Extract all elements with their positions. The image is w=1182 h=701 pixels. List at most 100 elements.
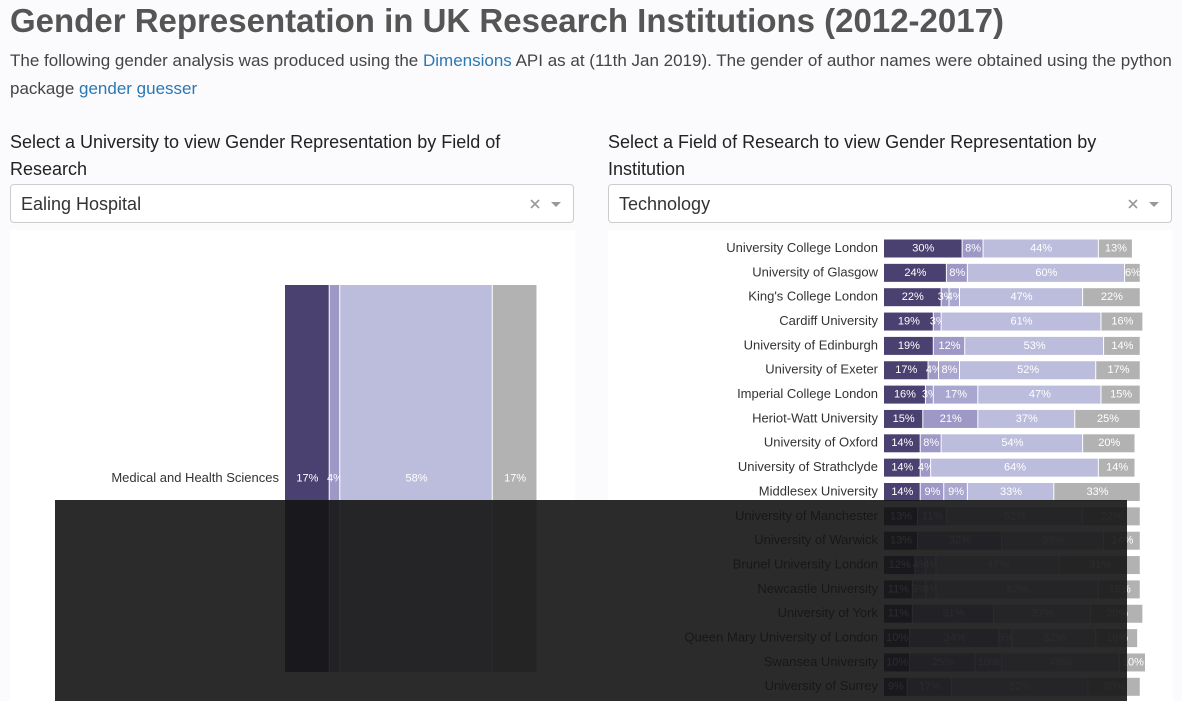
segment-label: 53% (1024, 340, 1046, 352)
segment-label: 4% (947, 291, 963, 303)
segment-label: 24% (904, 267, 926, 279)
bar-segment (965, 336, 1104, 355)
bar-segment (933, 312, 941, 331)
gender-guesser-link[interactable]: gender guesser (79, 79, 198, 98)
category-label: Heriot-Watt University (752, 410, 878, 425)
bar-segment (933, 336, 965, 355)
university-label: Select a University to view Gender Repre… (10, 132, 501, 179)
segment-label: 14% (1106, 462, 1128, 474)
bar-segment (1096, 361, 1140, 380)
segment-label: 14% (891, 486, 913, 498)
bar-segment (944, 483, 967, 501)
segment-label: 8% (923, 437, 939, 449)
bar-segment (967, 483, 1054, 501)
category-label: University of Exeter (765, 362, 878, 377)
segment-label: 16% (1111, 315, 1133, 327)
bar-segment (920, 458, 931, 477)
segment-label: 9% (948, 486, 964, 498)
segment-label: 54% (1001, 437, 1023, 449)
bar-segment (1125, 263, 1140, 282)
page-title: Gender Representation in UK Research Ins… (10, 2, 1004, 39)
bar-segment (978, 409, 1075, 428)
segment-label: 12% (938, 340, 960, 352)
bar-segment (949, 288, 959, 307)
segment-label: 37% (1016, 413, 1038, 425)
segment-label: 17% (1107, 364, 1129, 376)
bar-segment (1101, 312, 1143, 331)
bar-segment (939, 361, 959, 380)
bar-segment (1098, 458, 1135, 477)
bar-segment (884, 263, 946, 282)
category-label: Imperial College London (737, 386, 878, 401)
segment-label: 21% (940, 413, 962, 425)
bar-segment (884, 239, 962, 258)
segment-label: 8% (965, 242, 981, 254)
selected-value: Technology (619, 194, 711, 214)
segment-label: 10% (1122, 656, 1144, 668)
bar-segment (978, 385, 1101, 404)
bar-segment (959, 361, 1096, 380)
segment-label: 13% (1105, 242, 1127, 254)
segment-label: 16% (894, 389, 916, 401)
bar-segment (884, 288, 941, 307)
segment-label: 25% (1097, 413, 1119, 425)
bar-segment (884, 409, 923, 428)
segment-label: 33% (1000, 486, 1022, 498)
bar-segment (923, 409, 978, 428)
segment-label: 52% (1017, 364, 1039, 376)
bar-segment (946, 263, 967, 282)
intro: The following gender analysis was produc… (10, 47, 1175, 103)
select-icons (1128, 199, 1159, 209)
segment-label: 60% (1035, 267, 1057, 279)
segment-label: 9% (925, 486, 941, 498)
segment-label: 8% (942, 364, 958, 376)
segment-label: 8% (949, 267, 965, 279)
bar-segment (1054, 483, 1140, 501)
category-label: University College London (726, 240, 878, 255)
bar-segment (329, 285, 340, 672)
bar-segment (941, 288, 949, 307)
university-select[interactable]: Ealing Hospital (10, 184, 574, 223)
segment-label: 58% (405, 472, 427, 484)
video-overlay (55, 500, 1127, 701)
segment-label: 17% (895, 364, 917, 376)
bar-segment (983, 239, 1098, 258)
segment-label: 17% (296, 472, 318, 484)
bar-segment (931, 458, 1098, 477)
category-label: King's College London (748, 289, 878, 304)
segment-label: 14% (891, 437, 913, 449)
segment-label: 14% (1111, 340, 1133, 352)
category-label: Cardiff University (779, 313, 878, 328)
segment-label: 4% (926, 364, 942, 376)
selected-value: Ealing Hospital (21, 194, 142, 214)
segment-label: 47% (1029, 389, 1051, 401)
bar-segment (962, 239, 983, 258)
bar-segment (920, 434, 941, 453)
category-label: University of Edinburgh (744, 337, 878, 352)
bar-segment (920, 483, 944, 501)
bar-segment (884, 483, 920, 501)
segment-label: 4% (327, 472, 343, 484)
segment-label: 6% (1125, 267, 1141, 279)
bar-segment (928, 361, 939, 380)
category-label: University of Oxford (764, 435, 878, 450)
segment-label: 19% (898, 315, 920, 327)
bar-segment (1083, 288, 1140, 307)
category-label: Medical and Health Sciences (111, 470, 279, 485)
bar-segment (884, 336, 933, 355)
dimensions-link[interactable]: Dimensions (422, 51, 512, 70)
segment-label: 61% (1011, 315, 1033, 327)
segment-label: 30% (912, 242, 934, 254)
bar-segment (1101, 385, 1140, 404)
field-select[interactable]: Technology (608, 184, 1172, 223)
bar-segment (933, 385, 978, 404)
intro-text: The following gender analysis was produc… (10, 51, 423, 70)
segment-label: 47% (1011, 291, 1033, 303)
bar-segment (1104, 336, 1140, 355)
category-label: University of Strathclyde (738, 459, 878, 474)
field-label: Select a Field of Research to view Gende… (608, 132, 1097, 179)
bar-segment (1098, 239, 1132, 258)
bar-segment (1083, 434, 1135, 453)
bar-segment (959, 288, 1083, 307)
